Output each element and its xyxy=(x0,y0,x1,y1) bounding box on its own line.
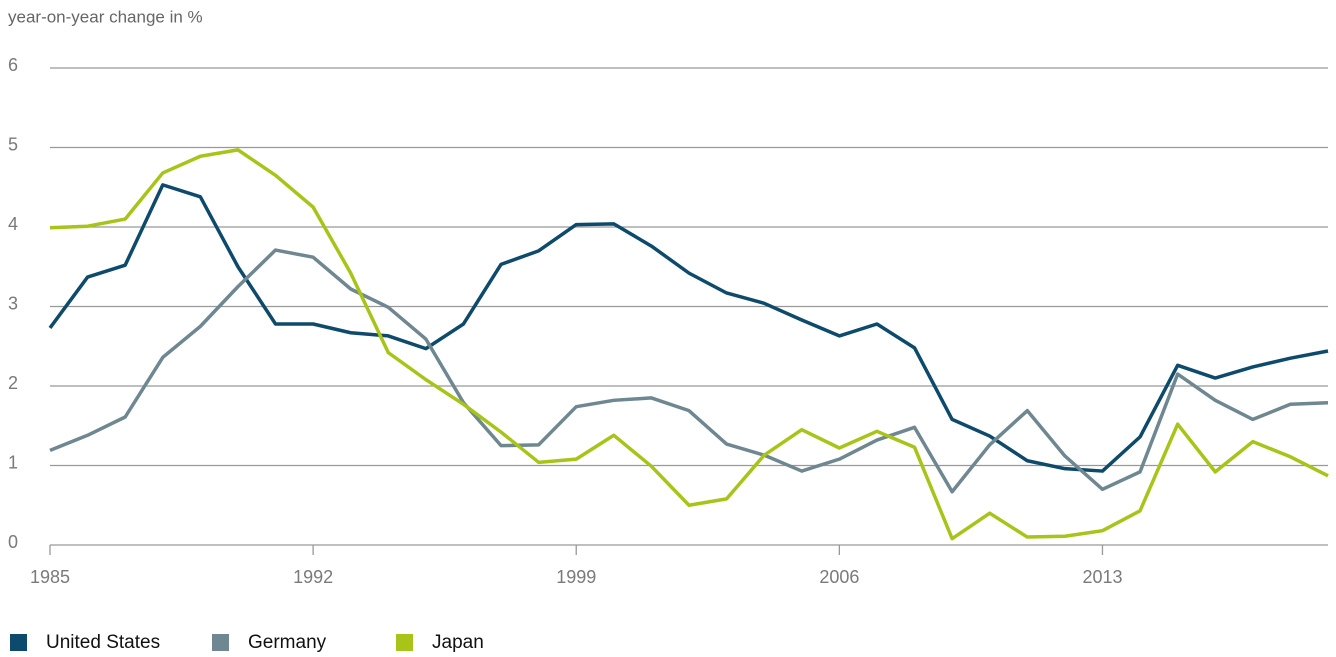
series-line xyxy=(48,183,1329,473)
x-tick-label: 1992 xyxy=(293,567,333,587)
x-tick-label: 1999 xyxy=(556,567,596,587)
legend-label: Japan xyxy=(432,632,484,653)
y-tick-label: 3 xyxy=(8,293,18,313)
y-tick-label: 0 xyxy=(8,532,18,552)
y-axis-label: year-on-year change in % xyxy=(8,7,203,26)
y-tick-label: 4 xyxy=(8,214,18,234)
legend-label: United States xyxy=(46,632,160,653)
legend-swatch xyxy=(10,634,27,651)
y-tick-label: 1 xyxy=(8,452,18,472)
series-line xyxy=(49,148,1329,541)
x-tick-label: 2006 xyxy=(819,567,859,587)
y-tick-label: 2 xyxy=(8,373,18,393)
x-tick-label: 1985 xyxy=(30,567,70,587)
legend-swatch xyxy=(396,634,413,651)
legend-label: Germany xyxy=(248,632,327,653)
x-tick-label: 2013 xyxy=(1082,567,1122,587)
y-tick-label: 5 xyxy=(8,134,18,154)
y-tick-label: 6 xyxy=(8,55,18,75)
legend-swatch xyxy=(212,634,229,651)
series-line xyxy=(49,248,1329,494)
